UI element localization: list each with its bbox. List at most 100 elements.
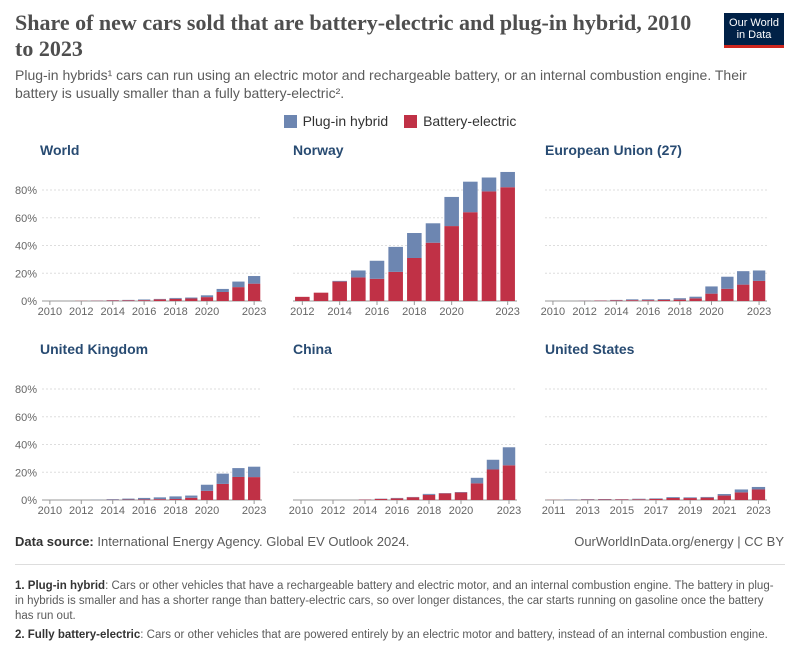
bar-plug-in-hybrid — [641, 299, 655, 301]
bar-plug-in-hybrid — [169, 496, 182, 500]
x-tick-label: 2010 — [38, 505, 62, 517]
bar-plug-in-hybrid — [232, 281, 245, 288]
footnote-text: : Cars or other vehicles that are powere… — [140, 629, 768, 641]
x-tick-label: 2016 — [636, 306, 660, 318]
bar-plug-in-hybrid — [502, 447, 516, 466]
x-tick-label: 2017 — [644, 505, 668, 517]
bar-battery-electric — [248, 283, 261, 301]
bar-plug-in-hybrid — [649, 498, 663, 499]
bar-battery-electric — [752, 280, 766, 301]
bar-plug-in-hybrid — [751, 486, 766, 490]
bar-plug-in-hybrid — [407, 233, 422, 258]
bar-plug-in-hybrid — [232, 468, 245, 477]
x-tick-label: 2019 — [678, 505, 702, 517]
legend-swatch-phev — [283, 114, 297, 128]
bar-plug-in-hybrid — [689, 296, 702, 299]
bar-battery-electric — [454, 492, 468, 500]
y-tick-label: 80% — [15, 185, 37, 197]
bar-plug-in-hybrid — [422, 493, 436, 495]
bar-plug-in-hybrid — [388, 246, 403, 272]
bar-plug-in-hybrid — [700, 496, 714, 498]
x-tick-label: 2023 — [242, 306, 266, 318]
bar-battery-electric — [169, 499, 182, 500]
x-tick-label: 2010 — [289, 505, 313, 517]
bar-battery-electric — [332, 281, 347, 301]
bar-plug-in-hybrid — [737, 271, 750, 285]
x-tick-label: 2014 — [327, 306, 351, 318]
owid-logo[interactable]: Our World in Data — [724, 13, 784, 48]
x-tick-label: 2018 — [163, 505, 187, 517]
bar-battery-electric — [438, 493, 452, 500]
panel-title: China — [293, 341, 332, 357]
bar-plug-in-hybrid — [185, 495, 198, 498]
bar-battery-electric — [106, 300, 119, 301]
x-tick-label: 2020 — [195, 505, 219, 517]
bar-battery-electric — [481, 191, 497, 301]
y-tick-label: 40% — [15, 241, 37, 253]
divider — [15, 564, 785, 565]
bar-battery-electric — [295, 296, 310, 301]
bar-battery-electric — [717, 495, 731, 500]
bar-plug-in-hybrid — [216, 288, 229, 292]
x-tick-label: 2013 — [575, 505, 599, 517]
bar-battery-electric — [390, 498, 404, 500]
bar-battery-electric — [185, 497, 198, 500]
bar-plug-in-hybrid — [470, 477, 484, 484]
x-tick-label: 2016 — [132, 306, 156, 318]
bar-plug-in-hybrid — [666, 497, 680, 498]
legend-label-bev: Battery-electric — [423, 113, 517, 129]
bar-plug-in-hybrid — [673, 298, 686, 300]
bar-battery-electric — [751, 489, 766, 500]
x-tick-label: 2023 — [497, 505, 521, 517]
bar-battery-electric — [425, 242, 441, 301]
y-tick-label: 20% — [15, 268, 37, 280]
bar-battery-electric — [486, 469, 500, 500]
bar-battery-electric — [407, 257, 422, 301]
bar-plug-in-hybrid — [200, 484, 214, 491]
bar-battery-electric — [721, 288, 734, 301]
y-tick-label: 40% — [15, 440, 37, 452]
bar-battery-electric — [610, 300, 623, 301]
x-tick-label: 2023 — [495, 306, 519, 318]
x-tick-label: 2012 — [321, 505, 345, 517]
bar-battery-electric — [705, 293, 718, 301]
bar-plug-in-hybrid — [332, 280, 347, 282]
bar-battery-electric — [673, 299, 686, 301]
bar-battery-electric — [232, 476, 245, 500]
bar-battery-electric — [632, 499, 646, 500]
legend-item-bev[interactable]: Battery-electric — [404, 113, 516, 129]
x-tick-label: 2016 — [385, 505, 409, 517]
bar-battery-electric — [200, 297, 214, 301]
y-tick-label: 60% — [15, 213, 37, 225]
chart-title: Share of new cars sold that are battery-… — [15, 10, 692, 61]
bar-battery-electric — [666, 497, 680, 500]
bar-battery-electric — [502, 465, 516, 500]
x-tick-label: 2020 — [439, 306, 463, 318]
bar-plug-in-hybrid — [721, 276, 734, 289]
bar-battery-electric — [649, 498, 663, 500]
legend-item-phev[interactable]: Plug-in hybrid — [283, 113, 388, 129]
x-tick-label: 2021 — [712, 505, 736, 517]
footnote-term: 1. Plug-in hybrid — [15, 580, 106, 592]
bar-plug-in-hybrid — [248, 466, 261, 478]
bar-plug-in-hybrid — [500, 171, 515, 188]
y-tick-label: 80% — [15, 384, 37, 396]
bar-plug-in-hybrid — [481, 177, 497, 192]
credit-link[interactable]: OurWorldInData.org/energy | CC BY — [574, 534, 784, 549]
bar-battery-electric — [683, 498, 697, 500]
bar-battery-electric — [122, 300, 135, 301]
x-tick-label: 2010 — [38, 306, 62, 318]
x-tick-label: 2023 — [746, 505, 770, 517]
bar-battery-electric — [232, 287, 245, 301]
footnote-1: 1. Plug-in hybrid: Cars or other vehicle… — [15, 579, 780, 624]
y-tick-label: 20% — [15, 467, 37, 479]
panel-title: Norway — [293, 142, 344, 158]
bar-battery-electric — [153, 299, 166, 301]
bar-plug-in-hybrid — [138, 497, 151, 500]
bar-plug-in-hybrid — [734, 489, 749, 493]
bar-battery-electric — [216, 483, 229, 500]
bar-battery-electric — [689, 298, 702, 301]
bar-plug-in-hybrid — [122, 498, 135, 500]
bar-plug-in-hybrid — [185, 297, 198, 299]
